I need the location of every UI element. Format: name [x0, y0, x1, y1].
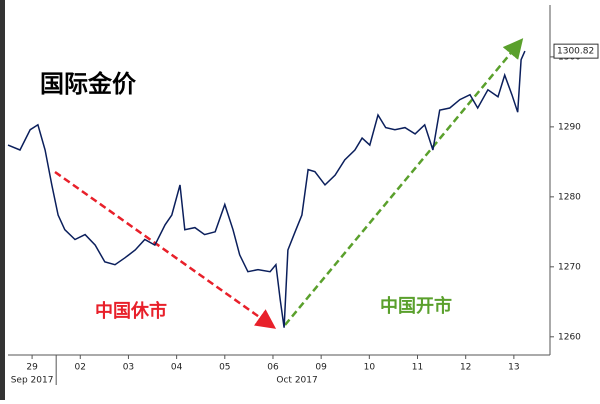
x-tick-label: 02 [75, 363, 86, 373]
x-tick-label: 05 [219, 363, 230, 373]
y-tick-label: 1260 [558, 332, 581, 342]
x-tick-label: 10 [364, 363, 376, 373]
last-value-box [553, 43, 599, 59]
x-tick-label: 09 [315, 363, 327, 373]
x-group-label: Oct 2017 [276, 376, 317, 386]
x-tick-label: 04 [171, 363, 183, 373]
x-tick-label: 29 [26, 363, 38, 373]
arrow-up [284, 38, 524, 326]
y-tick-label: 1270 [558, 262, 581, 272]
annotation: 中国开市 [380, 295, 452, 317]
x-tick-label: 13 [508, 363, 519, 373]
arrow-down [54, 170, 277, 329]
x-tick-label: 12 [460, 363, 471, 373]
y-tick-label: 1290 [558, 122, 581, 132]
price-line [7, 50, 526, 328]
left-edge [0, 0, 5, 400]
y-tick-label: 1280 [558, 192, 581, 202]
chart-title: 国际金价 [40, 70, 137, 98]
x-tick-label: 03 [123, 363, 134, 373]
x-tick-label: 11 [412, 363, 423, 373]
last-value-label: 1300.82 [557, 47, 594, 57]
x-group-label: Sep 2017 [11, 376, 54, 386]
annotation: 中国休市 [95, 300, 167, 322]
x-tick-label: 06 [267, 363, 279, 373]
